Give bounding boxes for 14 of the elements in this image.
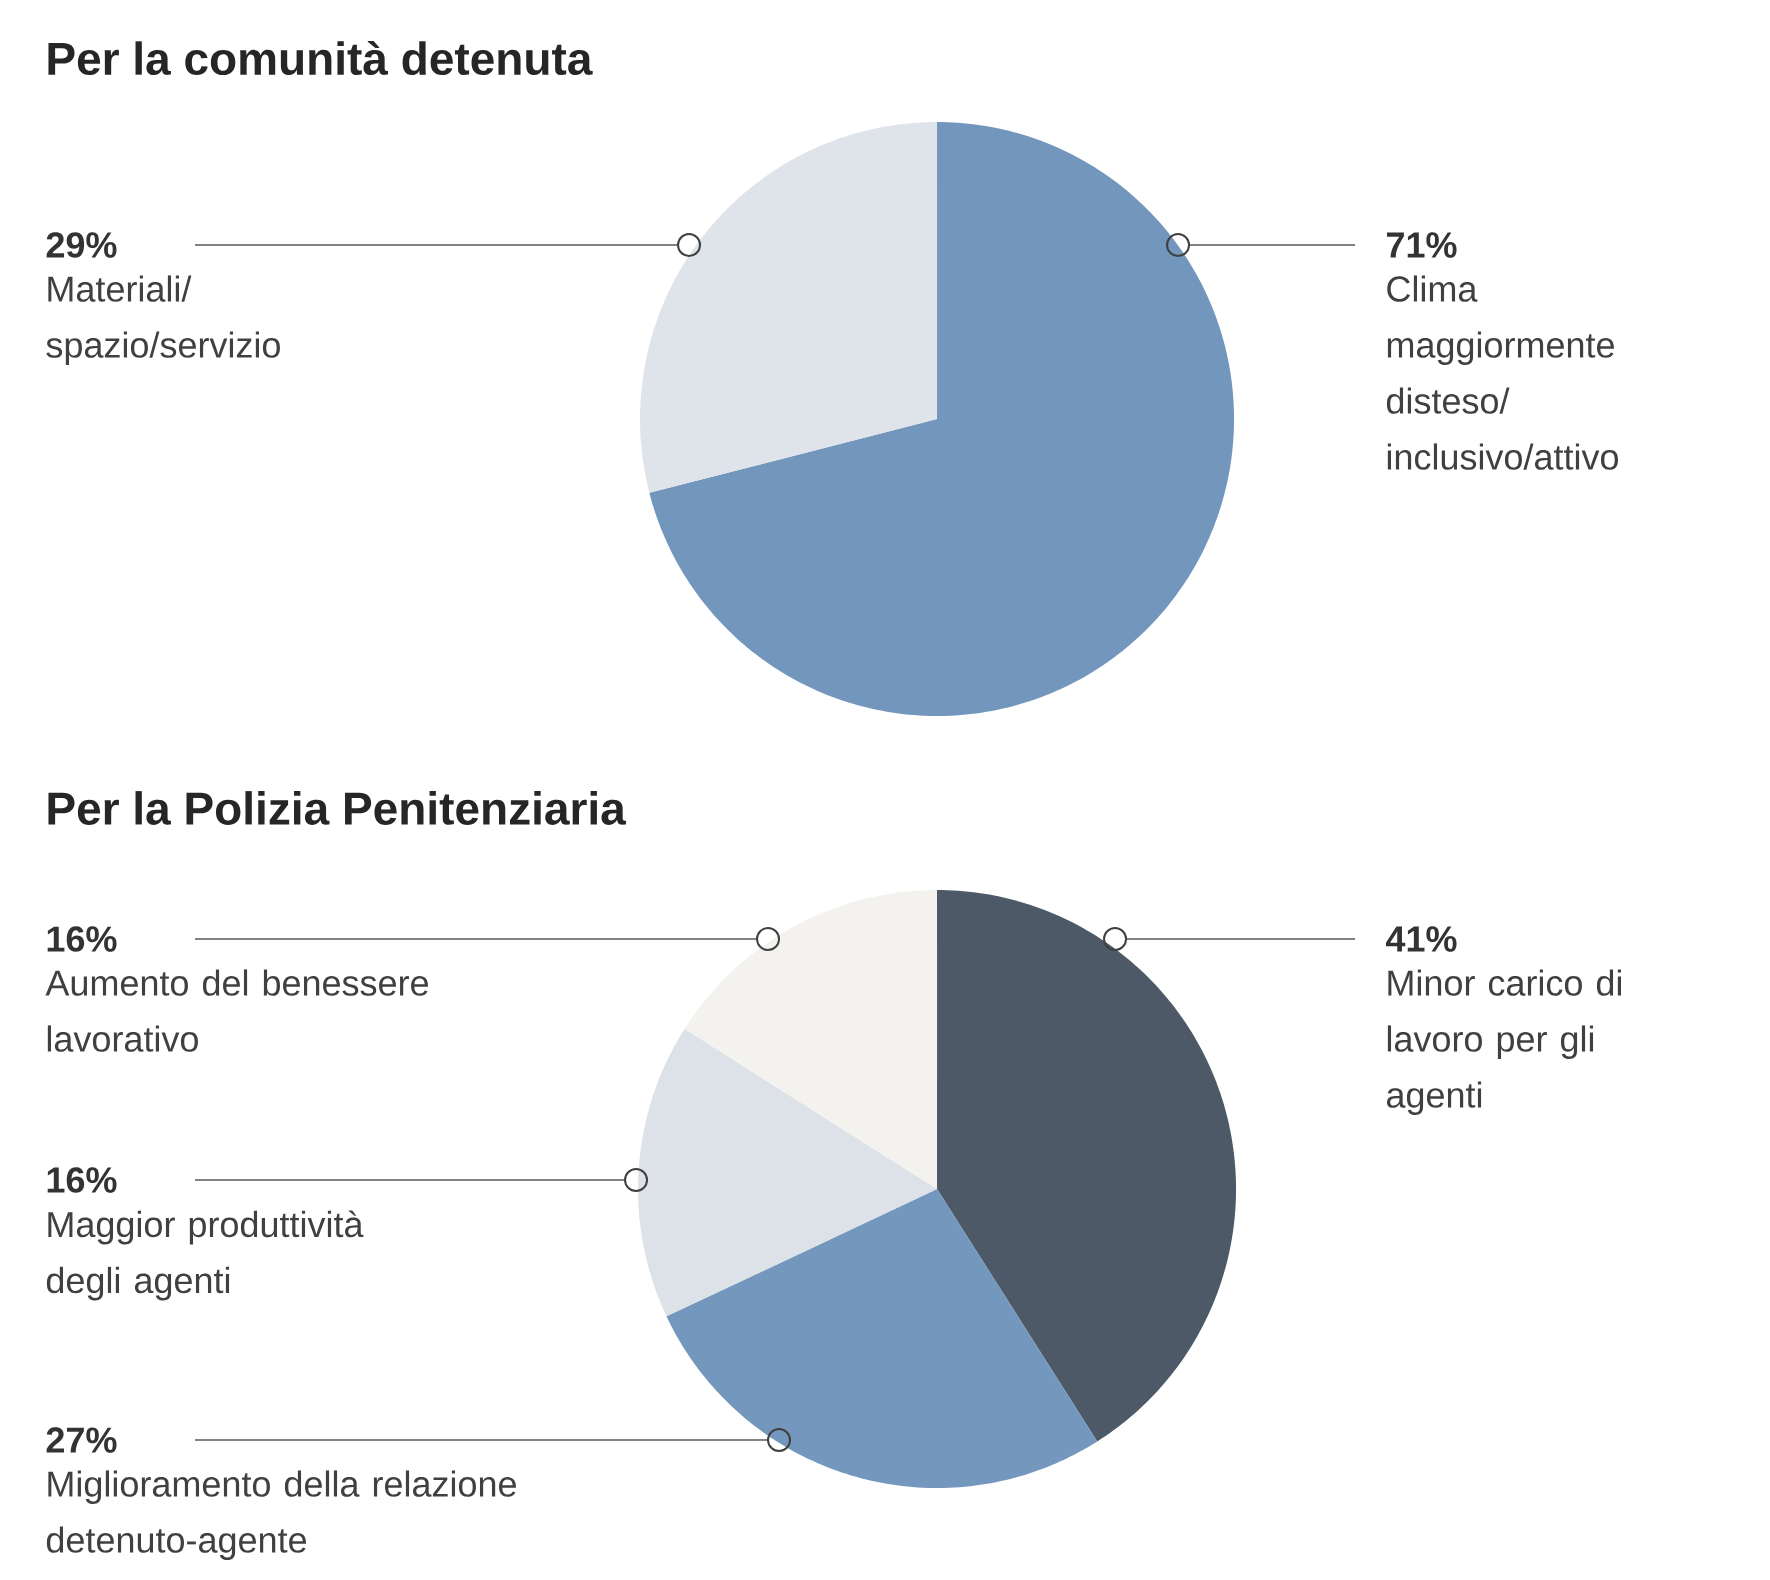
slice-label: Clima maggiormente disteso/ inclusivo/attivo — [1386, 275, 1618, 470]
slice-label: Maggior produttività degli agenti — [46, 1210, 364, 1301]
data-label: 29% — [46, 232, 117, 258]
slice-label: Materiali/ spazio/servizio — [46, 275, 280, 365]
slice-label: Miglioramento della relazione detenuto-agente — [46, 1470, 516, 1560]
data-label: 16% — [47, 1167, 117, 1193]
data-label: 16% — [47, 926, 117, 952]
chart-title: Per la Polizia Penitenziaria — [48, 791, 627, 825]
chart-title: Per la comunità detenuta — [48, 40, 593, 76]
slice-label: Aumento del benessere lavorativo — [45, 969, 428, 1052]
data-label: 71% — [1387, 232, 1457, 258]
slice-label: Minor carico di lavoro per gli agenti — [1386, 969, 1622, 1115]
data-label: 41% — [1385, 926, 1457, 952]
data-label: 27% — [46, 1427, 117, 1453]
